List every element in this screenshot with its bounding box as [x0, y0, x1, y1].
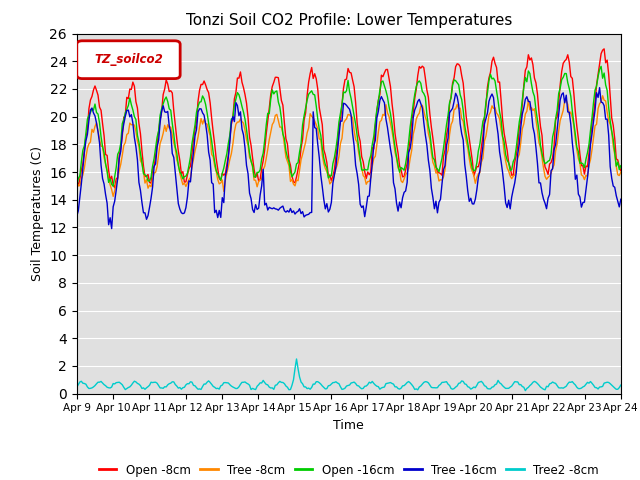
Tree2 -8cm — [262, 382, 270, 387]
Tree -16cm — [108, 226, 115, 231]
Tree2 -8cm — [140, 385, 147, 391]
Tree -16cm — [264, 207, 271, 213]
Line: Open -8cm: Open -8cm — [77, 49, 621, 188]
Open -16cm — [587, 128, 595, 133]
Tree2 -8cm — [617, 382, 625, 388]
Tree2 -8cm — [235, 384, 243, 390]
Open -8cm — [312, 76, 320, 82]
Tree -8cm — [264, 146, 271, 152]
Open -8cm — [588, 118, 596, 124]
Tree -16cm — [73, 213, 81, 219]
Open -8cm — [600, 46, 608, 52]
Tree -8cm — [588, 147, 596, 153]
Tree -16cm — [237, 109, 244, 115]
Open -8cm — [237, 69, 244, 75]
Title: Tonzi Soil CO2 Profile: Lower Temperatures: Tonzi Soil CO2 Profile: Lower Temperatur… — [186, 13, 512, 28]
Tree2 -8cm — [253, 384, 261, 389]
Tree2 -8cm — [73, 384, 81, 390]
Open -16cm — [140, 171, 147, 177]
Tree -16cm — [588, 131, 596, 137]
Tree -8cm — [141, 180, 149, 186]
Open -16cm — [311, 92, 319, 98]
Open -8cm — [111, 185, 118, 191]
Tree -8cm — [617, 169, 625, 175]
Open -8cm — [255, 178, 262, 184]
Tree -16cm — [141, 210, 149, 216]
Tree -16cm — [617, 196, 625, 202]
Tree2 -8cm — [589, 383, 597, 388]
Tree2 -8cm — [522, 388, 529, 394]
Tree -16cm — [596, 85, 604, 91]
Open -16cm — [73, 184, 81, 190]
Open -16cm — [253, 169, 261, 175]
Line: Tree2 -8cm: Tree2 -8cm — [77, 359, 621, 391]
Tree -8cm — [312, 122, 320, 128]
Tree -16cm — [312, 126, 320, 132]
Open -8cm — [264, 119, 271, 124]
Y-axis label: Soil Temperatures (C): Soil Temperatures (C) — [31, 146, 44, 281]
FancyBboxPatch shape — [77, 41, 180, 79]
Tree -8cm — [255, 179, 262, 184]
Text: TZ_soilco2: TZ_soilco2 — [94, 53, 163, 66]
Tree -16cm — [255, 205, 262, 211]
Open -8cm — [617, 168, 625, 173]
Open -8cm — [141, 174, 149, 180]
Tree2 -8cm — [292, 356, 300, 362]
Open -16cm — [235, 92, 243, 97]
Line: Open -16cm: Open -16cm — [77, 66, 621, 187]
Line: Tree -16cm: Tree -16cm — [77, 88, 621, 228]
Open -16cm — [597, 63, 605, 69]
Tree -8cm — [599, 93, 607, 99]
Tree -8cm — [109, 193, 117, 199]
Tree -8cm — [73, 184, 81, 190]
Legend: Open -8cm, Tree -8cm, Open -16cm, Tree -16cm, Tree2 -8cm: Open -8cm, Tree -8cm, Open -16cm, Tree -… — [94, 459, 604, 480]
Open -16cm — [262, 122, 270, 128]
Tree2 -8cm — [312, 379, 320, 384]
Open -16cm — [617, 163, 625, 168]
X-axis label: Time: Time — [333, 419, 364, 432]
Tree -8cm — [237, 116, 244, 122]
Open -8cm — [73, 177, 81, 183]
Line: Tree -8cm: Tree -8cm — [77, 96, 621, 196]
